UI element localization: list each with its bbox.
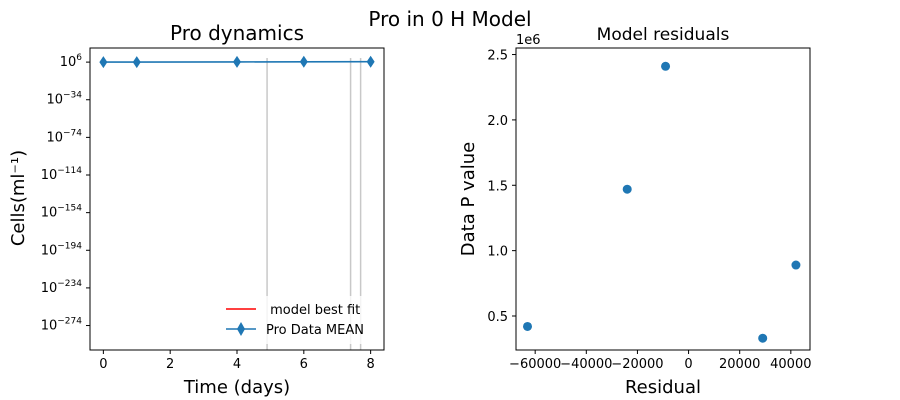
- x-tick-label: 20000: [719, 357, 760, 372]
- x-tick-label: 2: [166, 357, 174, 372]
- right-chart: Model residuals 1e6 −60000−40000−20000 0 2…: [458, 25, 812, 398]
- legend-model-label: model best fit: [266, 303, 360, 318]
- x-tick-label: −60000: [509, 357, 561, 372]
- residual-point: [791, 260, 801, 270]
- y-tick-label: 106: [60, 53, 83, 70]
- pro-data-marker: [132, 56, 141, 69]
- left-legend: model best fit Pro Data MEAN: [219, 296, 377, 344]
- y-tick-label: 0.5: [487, 310, 508, 325]
- left-chart-title: Pro dynamics: [170, 21, 304, 45]
- pro-data-marker: [99, 56, 108, 69]
- residual-point: [661, 61, 671, 71]
- y-tick-label: 2.0: [487, 114, 508, 129]
- y-tick-label: 10−234: [41, 279, 83, 296]
- residual-point: [523, 321, 533, 331]
- right-plot-area: −60000−40000−20000 0 20000 40000 0.5 1.0 1.5 2.…: [487, 47, 812, 372]
- y-tick-label: 10−34: [46, 91, 82, 108]
- pro-data-marker: [299, 55, 308, 68]
- x-tick-label: −40000: [560, 357, 612, 372]
- right-chart-title: Model residuals: [597, 25, 730, 45]
- left-chart: Pro dynamics 0 2 4 6 8 106 10−34 10−74 10−114 10−…: [8, 21, 385, 398]
- x-tick-label: 0: [684, 357, 692, 372]
- y-tick-label: 10−74: [46, 128, 82, 145]
- residual-point: [758, 333, 768, 343]
- pro-data-marker: [366, 55, 375, 68]
- left-x-axis-label: Time (days): [183, 377, 290, 398]
- y-tick-label: 1.0: [487, 245, 508, 260]
- y-tick-label: 2.5: [487, 49, 508, 64]
- residual-point: [622, 184, 632, 194]
- x-tick-label: 8: [366, 357, 374, 372]
- x-tick-label: 0: [99, 357, 107, 372]
- y-tick-label: 1.5: [487, 179, 508, 194]
- y-tick-label: 10−274: [41, 317, 83, 334]
- left-y-axis-label: Cells(ml⁻¹): [8, 150, 29, 246]
- right-offset-text: 1e6: [516, 33, 541, 48]
- right-x-axis-label: Residual: [625, 377, 701, 398]
- x-tick-label: 4: [233, 357, 241, 372]
- right-axes-frame: [515, 47, 811, 351]
- right-y-axis-label: Data P value: [458, 142, 479, 256]
- legend-data-label: Pro Data MEAN: [266, 323, 364, 338]
- pro-data-marker: [233, 55, 241, 68]
- x-tick-label: 6: [300, 357, 308, 372]
- y-tick-label: 10−114: [41, 166, 83, 183]
- x-tick-label: −20000: [611, 357, 663, 372]
- y-tick-label: 10−154: [41, 204, 83, 221]
- x-tick-label: 40000: [770, 357, 811, 372]
- legend-data-marker: [237, 322, 245, 336]
- figure-suptitle: Pro in 0 H Model: [368, 7, 531, 31]
- y-tick-label: 10−194: [41, 241, 83, 258]
- legend-box: [219, 296, 377, 344]
